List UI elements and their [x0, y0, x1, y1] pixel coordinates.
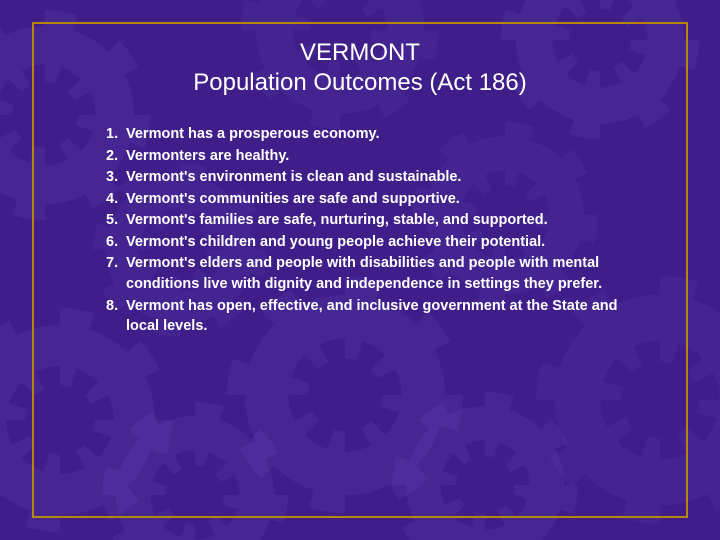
outcome-item: 1. Vermont has a prosperous economy.	[106, 124, 638, 145]
outcome-item: 2. Vermonters are healthy.	[106, 146, 638, 167]
outcomes-list: 1. Vermont has a prosperous economy. 2. Ver…	[82, 124, 638, 337]
outcome-item: 5. Vermont's families are safe, nurturing…	[106, 210, 638, 231]
outcome-number: 7.	[106, 253, 118, 274]
outcome-text: Vermont's communities are safe and suppo…	[126, 189, 638, 210]
outcome-number: 8.	[106, 296, 118, 317]
outcome-number: 6.	[106, 232, 118, 253]
outcome-number: 2.	[106, 146, 118, 167]
outcome-text: Vermont has a prosperous economy.	[126, 124, 638, 145]
outcome-item: 4. Vermont's communities are safe and sup…	[106, 189, 638, 210]
title-line-2: Population Outcomes (Act 186)	[82, 68, 638, 98]
outcome-text: Vermonters are healthy.	[126, 146, 638, 167]
outcome-number: 1.	[106, 124, 118, 145]
outcome-number: 3.	[106, 167, 118, 188]
outcome-item: 6. Vermont's children and young people ac…	[106, 232, 638, 253]
slide-frame: VERMONT Population Outcomes (Act 186) 1.…	[32, 22, 688, 518]
slide-title: VERMONT Population Outcomes (Act 186)	[82, 38, 638, 98]
title-line-1: VERMONT	[82, 38, 638, 68]
outcome-item: 8. Vermont has open, effective, and inclu…	[106, 296, 638, 337]
outcome-text: Vermont's families are safe, nurturing, …	[126, 210, 638, 231]
outcome-text: Vermont's elders and people with disabil…	[126, 253, 638, 294]
outcome-item: 7. Vermont's elders and people with disab…	[106, 253, 638, 294]
outcome-item: 3. Vermont's environment is clean and sus…	[106, 167, 638, 188]
outcome-text: Vermont's environment is clean and susta…	[126, 167, 638, 188]
outcome-text: Vermont has open, effective, and inclusi…	[126, 296, 638, 337]
slide-content: VERMONT Population Outcomes (Act 186) 1.…	[34, 24, 686, 516]
outcome-number: 4.	[106, 189, 118, 210]
outcome-number: 5.	[106, 210, 118, 231]
outcome-text: Vermont's children and young people achi…	[126, 232, 638, 253]
